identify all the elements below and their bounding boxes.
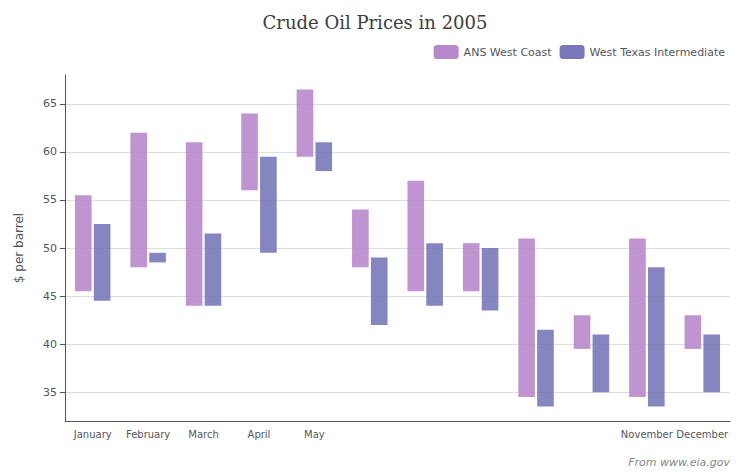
svg-text:From www.eia.gov: From www.eia.gov bbox=[628, 456, 730, 469]
svg-text:60: 60 bbox=[43, 145, 57, 158]
svg-text:Crude Oil Prices in 2005: Crude Oil Prices in 2005 bbox=[263, 12, 488, 33]
svg-text:55: 55 bbox=[43, 193, 57, 206]
svg-text:$ per barrel: $ per barrel bbox=[12, 213, 26, 283]
svg-text:February: February bbox=[126, 429, 170, 440]
svg-text:May: May bbox=[304, 429, 325, 440]
svg-text:January: January bbox=[73, 429, 112, 440]
svg-text:40: 40 bbox=[43, 338, 57, 351]
svg-text:35: 35 bbox=[43, 386, 57, 399]
svg-text:ANS West Coast: ANS West Coast bbox=[464, 46, 553, 59]
svg-text:November: November bbox=[621, 429, 674, 440]
svg-text:65: 65 bbox=[43, 97, 57, 110]
svg-text:December: December bbox=[676, 429, 729, 440]
svg-text:West Texas Intermediate: West Texas Intermediate bbox=[590, 46, 726, 59]
svg-text:50: 50 bbox=[43, 242, 57, 255]
svg-text:April: April bbox=[248, 429, 271, 440]
svg-text:March: March bbox=[188, 429, 218, 440]
svg-text:45: 45 bbox=[43, 290, 57, 303]
